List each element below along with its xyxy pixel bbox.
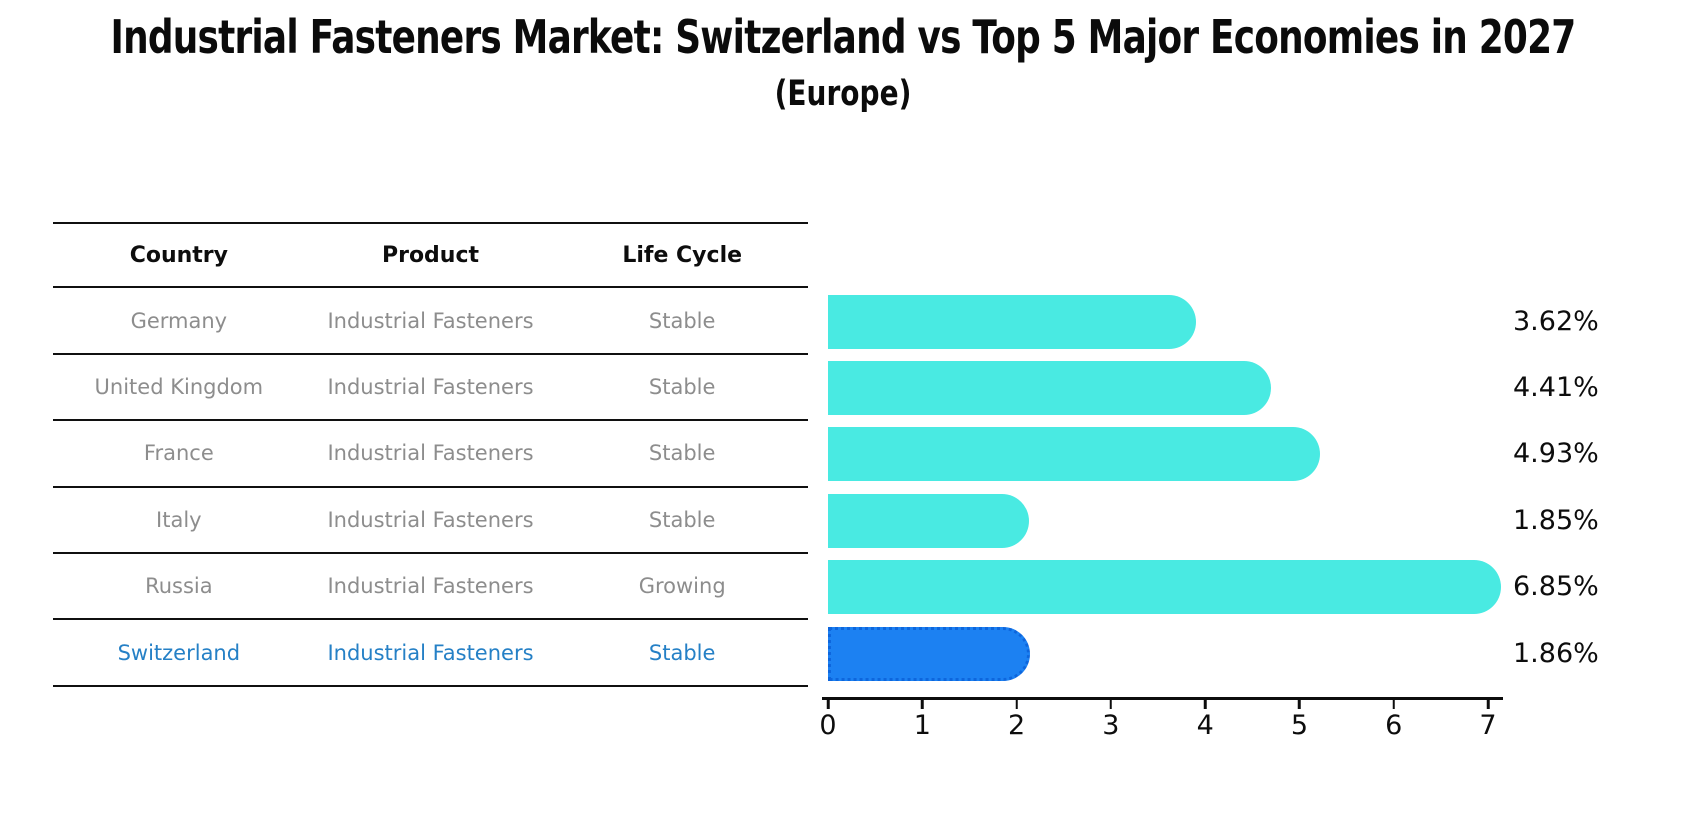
x-tick-label-0: 0 [819, 710, 837, 741]
cell-life-cycle: Stable [648, 640, 716, 665]
cell-country: United Kingdom [94, 374, 264, 399]
x-tick-label-1: 1 [913, 710, 931, 741]
x-tick-mark-3 [1109, 699, 1113, 709]
table-header-product: Product [381, 242, 480, 268]
x-tick-mark-0 [826, 699, 830, 709]
cell-product: Industrial Fasteners [327, 507, 534, 532]
table-header-country: Country [129, 242, 228, 268]
chart-title: Industrial Fasteners Market: Switzerland… [110, 10, 1577, 64]
cell-life-cycle: Stable [648, 374, 716, 399]
table-row-united-kingdom: United Kingdom Industrial Fasteners Stable [53, 355, 808, 422]
cell-product: Industrial Fasteners [327, 374, 534, 399]
x-tick-mark-5 [1298, 699, 1301, 709]
x-tick-label-7: 7 [1479, 710, 1497, 741]
cell-life-cycle: Stable [648, 308, 716, 333]
bar-germany [828, 294, 1197, 349]
x-tick-label-6: 6 [1385, 710, 1403, 741]
bar-united-kingdom [828, 361, 1271, 415]
cell-country: Italy [156, 507, 202, 532]
cell-country: Switzerland [117, 640, 241, 665]
table-row-italy: Italy Industrial Fasteners Stable [53, 488, 808, 554]
cell-product: Industrial Fasteners [327, 640, 534, 665]
x-tick-label-2: 2 [1007, 710, 1026, 741]
cell-life-cycle: Stable [648, 441, 716, 466]
x-tick-label-3: 3 [1102, 710, 1120, 741]
value-label-united-kingdom: 4.41% [1513, 371, 1599, 403]
cell-product: Industrial Fasteners [327, 308, 534, 333]
cell-country: Russia [145, 574, 213, 599]
cell-country: France [143, 441, 214, 466]
value-label-germany: 3.62% [1513, 305, 1599, 337]
x-tick-mark-2 [1015, 699, 1018, 709]
cell-country: Germany [130, 308, 228, 333]
table-header-life-cycle: Life Cycle [622, 242, 743, 268]
x-tick-mark-1 [921, 699, 924, 709]
value-label-russia: 6.85% [1513, 571, 1599, 603]
value-label-france: 4.93% [1513, 438, 1599, 470]
cell-life-cycle: Growing [638, 574, 726, 599]
x-tick-label-5: 5 [1290, 710, 1309, 741]
bar-france [828, 427, 1320, 482]
country-table: Country Product Life Cycle Germany Industria… [53, 222, 808, 687]
bar-switzerland [828, 626, 1031, 681]
cell-product: Industrial Fasteners [327, 441, 534, 466]
table-header-row: Country Product Life Cycle [53, 222, 808, 289]
value-label-switzerland: 1.86% [1513, 637, 1599, 669]
bar-italy [828, 493, 1030, 548]
chart-subtitle: (Europe) [774, 74, 912, 114]
cell-product: Industrial Fasteners [327, 574, 534, 599]
x-tick-mark-4 [1203, 699, 1207, 709]
x-tick-mark-6 [1392, 699, 1395, 709]
value-label-italy: 1.85% [1513, 504, 1599, 536]
table-row-russia: Russia Industrial Fasteners Growing [53, 554, 808, 621]
table-row-switzerland: Switzerland Industrial Fasteners Stable [53, 620, 808, 687]
x-tick-mark-7 [1486, 699, 1490, 709]
cell-life-cycle: Stable [648, 507, 716, 532]
table-row-germany: Germany Industrial Fasteners Stable [53, 288, 808, 355]
bar-russia [828, 560, 1501, 615]
x-tick-label-4: 4 [1196, 710, 1214, 741]
x-axis-line [822, 697, 1503, 700]
table-row-france: France Industrial Fasteners Stable [53, 421, 808, 488]
